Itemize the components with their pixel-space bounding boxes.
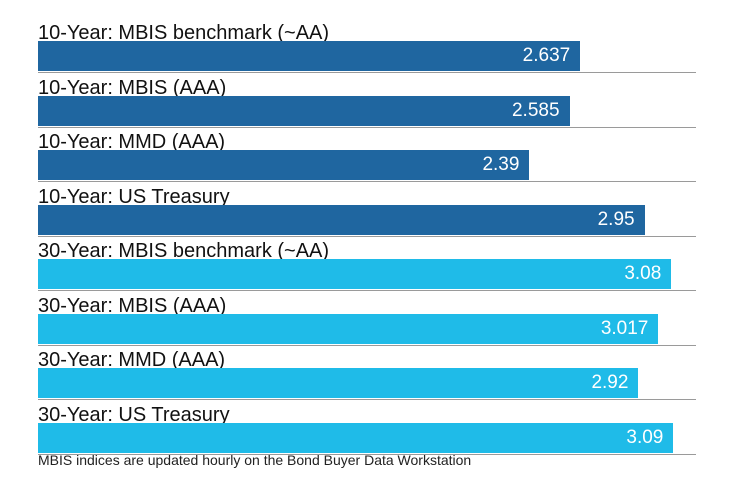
bar-value-label: 3.08 [624,263,662,284]
bar [38,41,581,71]
bar-value-label: 3.09 [626,426,664,448]
category-label: 30-Year: MMD (AAA) [38,349,226,371]
row-separator [38,453,696,455]
row-separator [38,235,696,237]
category-label: 30-Year: MBIS benchmark (~AA) [38,240,330,262]
bar [38,313,659,344]
chart-footnote: MBIS indices are updated hourly on the B… [38,452,472,468]
row-separator [38,290,696,291]
row-separator [38,181,696,182]
category-label: 10-Year: MMD (AAA) [38,131,226,153]
bar [38,150,530,180]
bar-value-label: 2.637 [522,45,571,66]
bar-value-label: 2.585 [511,99,560,121]
bar-value-label: 2.92 [591,372,629,393]
bar [38,368,639,398]
category-label: 10-Year: US Treasury [38,185,230,208]
category-label: 10-Year: MBIS (AAA) [38,76,227,99]
bar-value-label: 2.95 [597,208,635,230]
row-separator [38,344,696,346]
bar-value-label: 3.017 [600,317,649,339]
row-separator [38,72,696,73]
bar [38,204,645,235]
row-separator [38,399,696,400]
bar [38,95,570,126]
bar [38,259,672,289]
category-label: 30-Year: MBIS (AAA) [38,294,227,317]
category-label: 10-Year: MBIS benchmark (~AA) [38,22,330,44]
category-label: 30-Year: US Treasury [38,403,230,426]
bar [38,422,674,453]
row-separator [38,126,696,128]
bar-value-label: 2.39 [482,154,520,175]
